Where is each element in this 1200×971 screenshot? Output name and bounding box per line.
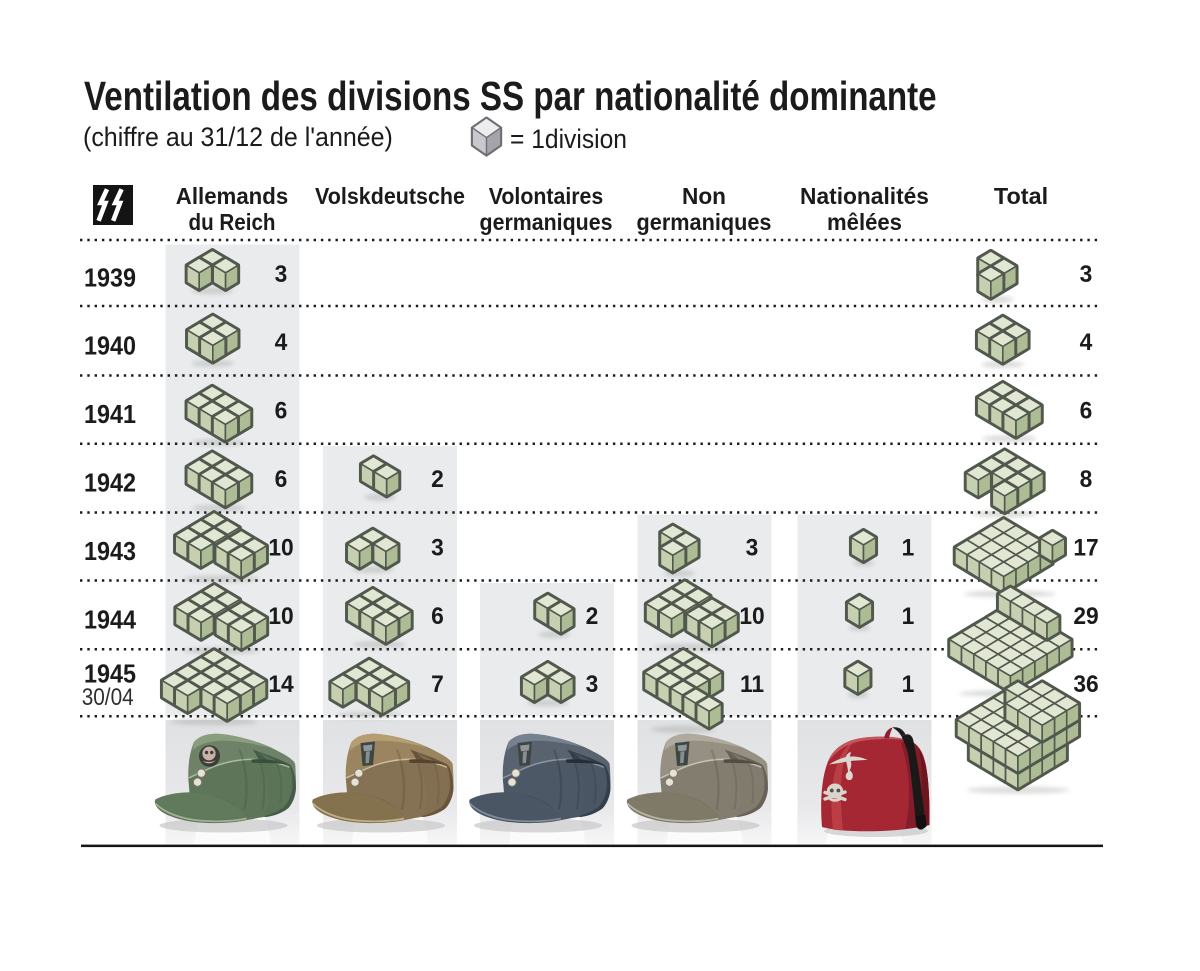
svg-text:Volskdeutsche: Volskdeutsche [315,183,465,209]
svg-text:3: 3 [431,534,444,561]
svg-text:36: 36 [1073,670,1098,697]
svg-text:1: 1 [902,602,915,629]
svg-text:11: 11 [740,670,764,697]
svg-text:germaniques: germaniques [637,209,772,235]
svg-text:3: 3 [275,260,288,287]
svg-text:6: 6 [1080,397,1093,424]
svg-text:14: 14 [268,670,293,697]
svg-text:3: 3 [746,534,759,561]
svg-text:= 1division: = 1division [510,125,627,154]
svg-text:4: 4 [1080,328,1093,355]
svg-text:10: 10 [739,602,764,629]
svg-text:Non: Non [682,183,726,209]
svg-text:6: 6 [275,397,288,424]
svg-text:Allemands: Allemands [176,184,288,209]
svg-text:1945: 1945 [84,660,136,688]
svg-text:2: 2 [431,466,444,493]
svg-text:10: 10 [268,602,293,629]
svg-text:1940: 1940 [84,332,136,360]
svg-text:6: 6 [431,602,444,629]
svg-text:1944: 1944 [84,606,136,634]
svg-text:6: 6 [275,466,288,493]
svg-text:3: 3 [1080,260,1093,287]
svg-text:29: 29 [1073,602,1098,629]
svg-text:1939: 1939 [84,264,136,292]
svg-text:1942: 1942 [84,470,136,498]
svg-text:10: 10 [268,534,293,561]
svg-text:1943: 1943 [84,538,136,566]
svg-text:germaniques: germaniques [480,209,613,235]
svg-text:Volontaires: Volontaires [489,183,604,209]
svg-text:3: 3 [586,670,599,697]
svg-text:8: 8 [1080,466,1093,493]
svg-text:mêlées: mêlées [827,210,902,235]
svg-text:7: 7 [431,670,444,697]
svg-text:1: 1 [902,670,915,697]
svg-text:Ventilation des divisions SS p: Ventilation des divisions SS par nationa… [84,73,937,119]
svg-text:du Reich: du Reich [189,209,276,235]
svg-text:30/04: 30/04 [82,684,134,711]
svg-text:1941: 1941 [84,401,136,429]
svg-text:(chiffre au 31/12 de l'année): (chiffre au 31/12 de l'année) [83,121,393,152]
svg-text:17: 17 [1073,534,1098,561]
svg-text:Nationalités: Nationalités [800,183,929,209]
svg-text:2: 2 [586,602,599,629]
svg-text:4: 4 [275,328,288,355]
svg-text:1: 1 [902,534,915,561]
svg-text:Total: Total [994,183,1048,209]
